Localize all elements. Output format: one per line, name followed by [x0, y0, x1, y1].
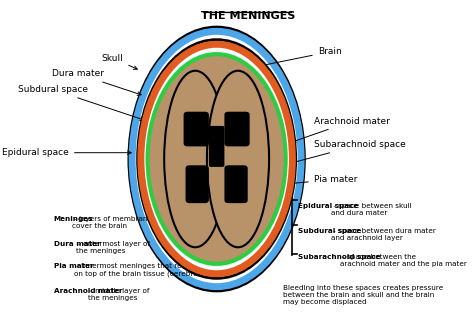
Text: - space between dura mater
and arachnoid layer: - space between dura mater and arachnoid…	[331, 228, 436, 241]
FancyBboxPatch shape	[183, 112, 209, 146]
Text: Arachnoid mater: Arachnoid mater	[54, 288, 122, 294]
Ellipse shape	[164, 71, 227, 247]
Text: Meninges: Meninges	[54, 216, 93, 222]
Text: - innermost meninges that rests
on top of the brain tissue (cerebral cortex): - innermost meninges that rests on top o…	[74, 263, 228, 277]
Text: - layers of membranes that
cover the brain: - layers of membranes that cover the bra…	[72, 216, 173, 229]
Ellipse shape	[139, 41, 294, 277]
Text: Skull: Skull	[101, 54, 137, 69]
Text: - space between skull
and dura mater: - space between skull and dura mater	[331, 203, 411, 216]
Ellipse shape	[145, 51, 288, 267]
Text: Subdural space: Subdural space	[18, 85, 144, 121]
Ellipse shape	[141, 44, 292, 274]
Text: Pia mater: Pia mater	[54, 263, 93, 269]
Text: - space between the
arachnoid mater and the pia mater: - space between the arachnoid mater and …	[340, 253, 467, 266]
Text: Dura mater: Dura mater	[54, 241, 100, 247]
Text: - outermost layer of
the meninges: - outermost layer of the meninges	[76, 241, 150, 254]
Text: Bleeding into these spaces creates pressure
between the brain and skull and the : Bleeding into these spaces creates press…	[283, 285, 443, 305]
Text: Pia mater: Pia mater	[286, 175, 357, 185]
FancyBboxPatch shape	[185, 165, 209, 203]
Text: Subdural space: Subdural space	[298, 228, 362, 234]
Text: Epidural space: Epidural space	[298, 203, 358, 209]
Ellipse shape	[129, 27, 304, 291]
Ellipse shape	[150, 57, 283, 261]
Ellipse shape	[207, 71, 269, 247]
Text: Subarachnoid space: Subarachnoid space	[298, 253, 381, 259]
FancyBboxPatch shape	[224, 112, 250, 146]
FancyBboxPatch shape	[224, 165, 248, 203]
Text: THE MENINGES: THE MENINGES	[201, 11, 295, 21]
FancyBboxPatch shape	[209, 126, 224, 167]
Text: Brain: Brain	[240, 47, 341, 71]
Text: Epidural space: Epidural space	[2, 148, 131, 157]
Text: Dura mater: Dura mater	[52, 69, 141, 95]
Text: Subarachnoid space: Subarachnoid space	[286, 140, 406, 165]
Text: Arachnoid mater: Arachnoid mater	[292, 117, 390, 142]
Ellipse shape	[148, 54, 286, 264]
Text: - middle layer of
the meninges: - middle layer of the meninges	[88, 288, 149, 301]
